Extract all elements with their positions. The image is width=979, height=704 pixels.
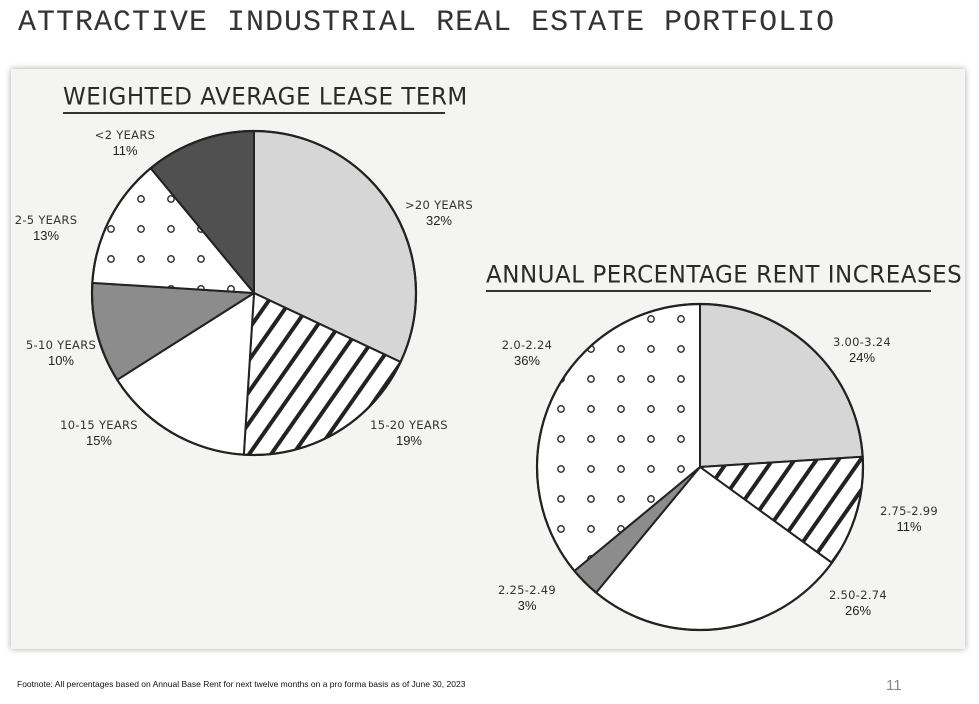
lease-term-label-over-20: >20 YEARS 32% (405, 197, 473, 229)
lease-term-title-underline (63, 112, 445, 114)
lease-term-label-10-15: 10-15 YEARS 15% (60, 417, 138, 449)
charts-panel: WEIGHTED AVERAGE LEASE TERM ANNUAL PERCE… (11, 69, 965, 649)
slice-label-name: 10-15 YEARS (60, 418, 138, 432)
rent-increase-chart-title: ANNUAL PERCENTAGE RENT INCREASES (486, 261, 963, 289)
lease-term-label-15-20: 15-20 YEARS 19% (370, 417, 448, 449)
slice-label-name: 2.75-2.99 (879, 504, 939, 518)
rent-increase-pie (535, 302, 865, 632)
slice-label-pct: 15% (85, 433, 113, 448)
footnote: Footnote: All percentages based on Annua… (17, 679, 466, 689)
lease-term-pie (90, 129, 418, 457)
slice-label-name: >20 YEARS (404, 198, 474, 212)
slice-label-pct: 10% (47, 353, 75, 368)
slice-label-pct: 13% (32, 228, 60, 243)
rent-increase-label-3-00: 3.00-3.24 24% (833, 334, 891, 366)
slice-label-pct: 11% (112, 143, 138, 158)
slice-label-name: 2.25-2.49 (497, 583, 557, 597)
pie-outline-1 (535, 302, 865, 632)
slice-label-pct: 11% (896, 519, 922, 534)
slice-label-name: 3.00-3.24 (832, 335, 892, 349)
slice-label-pct: 32% (425, 213, 453, 228)
page-title: ATTRACTIVE INDUSTRIAL REAL ESTATE PORTFO… (18, 6, 836, 40)
slice-label-name: 2.0-2.24 (501, 338, 553, 352)
lease-term-chart-title: WEIGHTED AVERAGE LEASE TERM (63, 83, 468, 111)
slice-label-name: 2.50-2.74 (828, 588, 888, 602)
slice-label-name: 2-5 YEARS (14, 213, 78, 227)
pie-outline-0 (90, 129, 418, 457)
lease-term-label-2-5: 2-5 YEARS 13% (15, 212, 78, 244)
slice-label-name: <2 YEARS (94, 128, 156, 142)
slice-label-name: 15-20 YEARS (370, 418, 448, 432)
rent-increase-label-2-0: 2.0-2.24 36% (502, 337, 552, 369)
slice-label-pct: 26% (844, 603, 872, 618)
rent-increase-label-2-25: 2.25-2.49 3% (498, 582, 556, 614)
slice-label-pct: 24% (848, 350, 876, 365)
rent-increase-label-2-75: 2.75-2.99 11% (880, 503, 938, 535)
rent-increase-label-2-50: 2.50-2.74 26% (829, 587, 887, 619)
lease-term-label-5-10: 5-10 YEARS 10% (26, 337, 96, 369)
slice-label-pct: 3% (517, 598, 537, 613)
page-number: 11 (886, 677, 902, 694)
rent-increase-title-underline (486, 290, 931, 292)
slice-label-pct: 19% (395, 433, 423, 448)
lease-term-label-under-2: <2 YEARS 11% (95, 127, 155, 159)
pie-slice-1-0 (699, 303, 864, 468)
charts-svg (90, 129, 865, 632)
slice-label-pct: 36% (513, 353, 541, 368)
slice-label-name: 5-10 YEARS (25, 338, 97, 352)
